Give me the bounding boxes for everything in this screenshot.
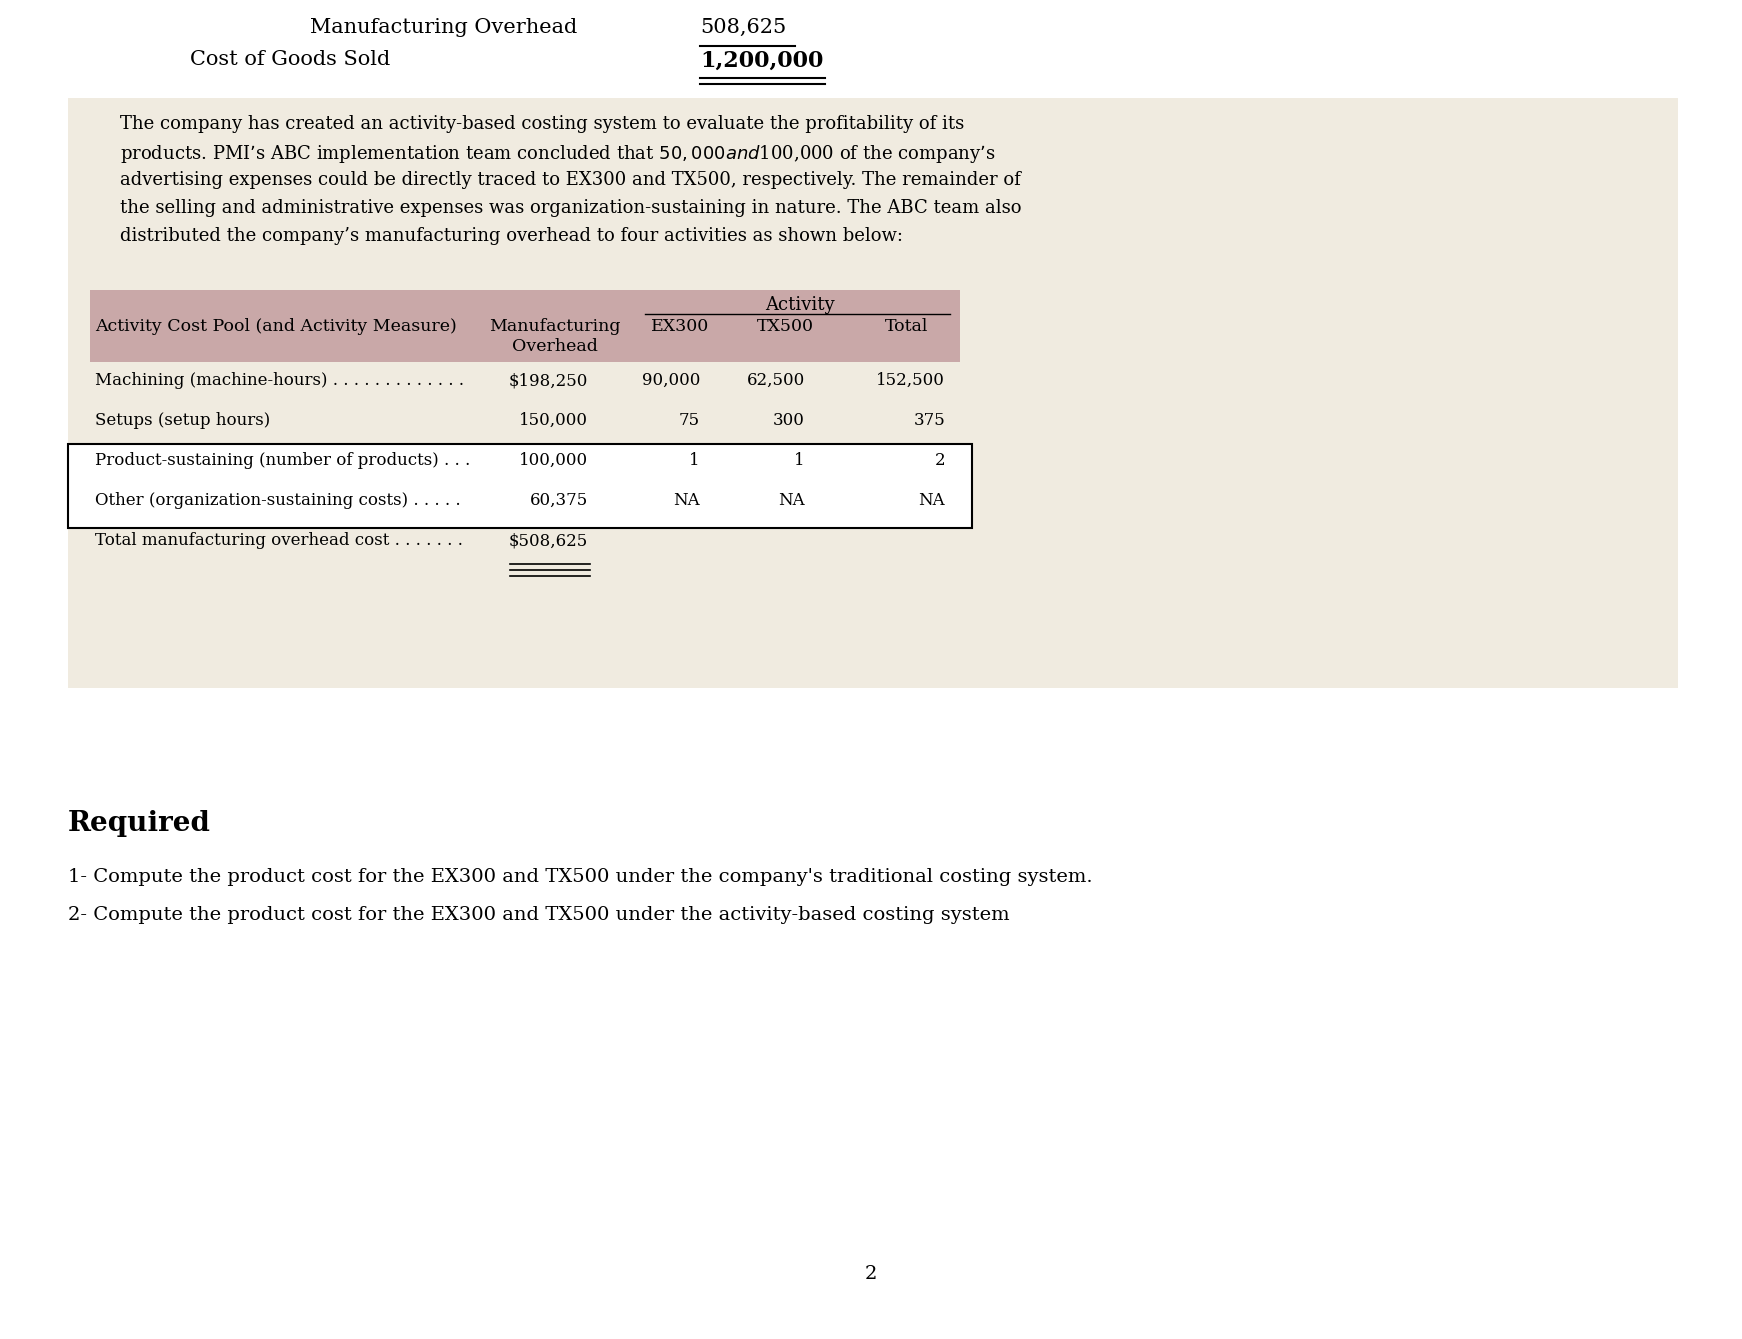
Text: 152,500: 152,500 bbox=[876, 372, 944, 390]
FancyBboxPatch shape bbox=[68, 98, 1678, 688]
Text: 2: 2 bbox=[934, 453, 944, 469]
Text: 508,625: 508,625 bbox=[700, 17, 786, 37]
Text: 1: 1 bbox=[794, 453, 805, 469]
Text: 1: 1 bbox=[690, 453, 700, 469]
FancyBboxPatch shape bbox=[91, 291, 960, 362]
Text: Activity Cost Pool (and Activity Measure): Activity Cost Pool (and Activity Measure… bbox=[96, 317, 456, 335]
Text: advertising expenses could be directly traced to EX300 and TX500, respectively. : advertising expenses could be directly t… bbox=[120, 171, 1021, 189]
Text: 75: 75 bbox=[679, 412, 700, 428]
Text: TX500: TX500 bbox=[756, 317, 814, 335]
Text: Other (organization-sustaining costs) . . . . .: Other (organization-sustaining costs) . … bbox=[96, 491, 460, 509]
Text: The company has created an activity-based costing system to evaluate the profita: The company has created an activity-base… bbox=[120, 115, 965, 133]
Text: Required: Required bbox=[68, 810, 211, 837]
Text: 2: 2 bbox=[864, 1265, 878, 1283]
Text: products. PMI’s ABC implementation team concluded that $50,000 and $100,000 of t: products. PMI’s ABC implementation team … bbox=[120, 143, 995, 165]
Text: NA: NA bbox=[779, 491, 805, 509]
Text: 300: 300 bbox=[773, 412, 805, 428]
Text: Activity: Activity bbox=[765, 296, 834, 315]
Text: 100,000: 100,000 bbox=[519, 453, 589, 469]
Text: 150,000: 150,000 bbox=[519, 412, 589, 428]
Text: Product-sustaining (number of products) . . .: Product-sustaining (number of products) … bbox=[96, 453, 470, 469]
Text: 2- Compute the product cost for the EX300 and TX500 under the activity-based cos: 2- Compute the product cost for the EX30… bbox=[68, 907, 1010, 924]
Text: $198,250: $198,250 bbox=[509, 372, 589, 390]
Text: Manufacturing Overhead: Manufacturing Overhead bbox=[310, 17, 577, 37]
Text: EX300: EX300 bbox=[652, 317, 709, 335]
Text: Total manufacturing overhead cost . . . . . . .: Total manufacturing overhead cost . . . … bbox=[96, 532, 463, 549]
Text: 90,000: 90,000 bbox=[641, 372, 700, 390]
Text: 62,500: 62,500 bbox=[747, 372, 805, 390]
Text: NA: NA bbox=[918, 491, 944, 509]
Text: Cost of Goods Sold: Cost of Goods Sold bbox=[190, 50, 390, 70]
Text: 375: 375 bbox=[913, 412, 944, 428]
Text: 60,375: 60,375 bbox=[530, 491, 589, 509]
Text: 1- Compute the product cost for the EX300 and TX500 under the company's traditio: 1- Compute the product cost for the EX30… bbox=[68, 868, 1092, 886]
Text: Manufacturing
Overhead: Manufacturing Overhead bbox=[490, 317, 620, 355]
Text: 1,200,000: 1,200,000 bbox=[700, 50, 824, 72]
FancyBboxPatch shape bbox=[68, 445, 972, 528]
Text: NA: NA bbox=[674, 491, 700, 509]
Text: Setups (setup hours): Setups (setup hours) bbox=[96, 412, 270, 428]
Text: the selling and administrative expenses was organization-sustaining in nature. T: the selling and administrative expenses … bbox=[120, 200, 1021, 217]
Text: $508,625: $508,625 bbox=[509, 532, 589, 549]
Text: Machining (machine-hours) . . . . . . . . . . . . .: Machining (machine-hours) . . . . . . . … bbox=[96, 372, 463, 390]
Text: Total: Total bbox=[885, 317, 928, 335]
Text: distributed the company’s manufacturing overhead to four activities as shown bel: distributed the company’s manufacturing … bbox=[120, 228, 902, 245]
